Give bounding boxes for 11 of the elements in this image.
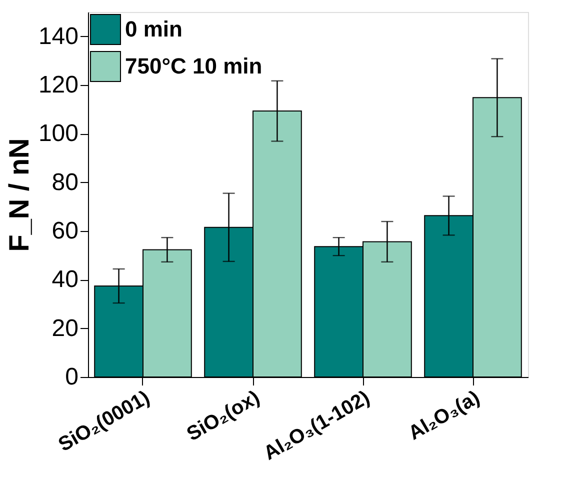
- y-tick-label: 20: [52, 314, 78, 342]
- legend-label: 0 min: [125, 16, 182, 42]
- y-tick-label: 140: [38, 22, 78, 50]
- y-tick-label: 60: [52, 218, 78, 244]
- y-axis-title: F_N / nN: [3, 138, 34, 252]
- y-tick-label: 120: [38, 72, 78, 98]
- legend-label: 750°C 10 min: [125, 54, 262, 78]
- y-tick-label: 80: [52, 168, 78, 196]
- y-tick-label: 0: [65, 364, 78, 390]
- y-tick-label: 40: [52, 266, 78, 294]
- y-tick-label: 100: [38, 120, 78, 148]
